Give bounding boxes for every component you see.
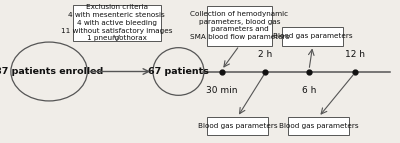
Text: Blood gas parameters: Blood gas parameters <box>273 33 352 39</box>
FancyBboxPatch shape <box>73 5 161 41</box>
Text: Exclusion criteria
4 with mesenteric stenosis
4 with active bleeding
11 without : Exclusion criteria 4 with mesenteric ste… <box>61 4 172 41</box>
Text: Blood gas parameters: Blood gas parameters <box>198 123 277 129</box>
Text: Blood gas parameters: Blood gas parameters <box>279 123 358 129</box>
FancyBboxPatch shape <box>207 6 272 46</box>
Text: 30 min: 30 min <box>206 86 237 95</box>
FancyBboxPatch shape <box>207 117 268 135</box>
Text: 6 h: 6 h <box>302 86 316 95</box>
Text: Collection of hemodynamic
parameters, blood gas
parameters and
SMA blood flow pa: Collection of hemodynamic parameters, bl… <box>190 11 289 40</box>
Text: 87 patients enrolled: 87 patients enrolled <box>0 67 103 76</box>
Text: 2 h: 2 h <box>258 50 272 59</box>
Text: 12 h: 12 h <box>345 50 365 59</box>
FancyBboxPatch shape <box>282 27 343 46</box>
Text: 67 patients: 67 patients <box>148 67 209 76</box>
FancyBboxPatch shape <box>288 117 349 135</box>
